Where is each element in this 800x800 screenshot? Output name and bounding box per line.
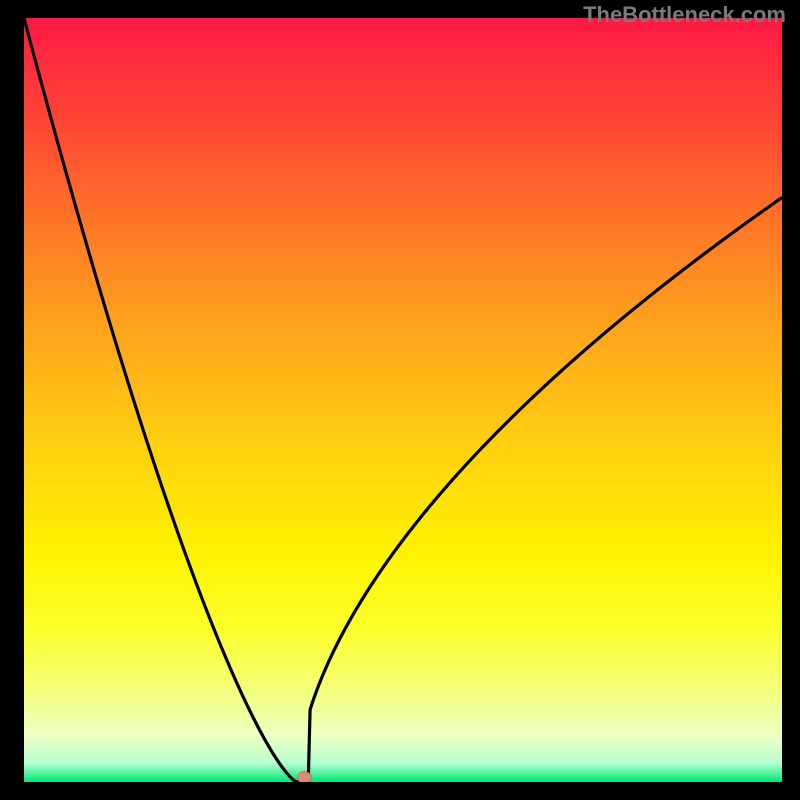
chart-svg xyxy=(0,0,800,800)
watermark-text: TheBottleneck.com xyxy=(583,2,786,28)
frame-right xyxy=(782,0,800,800)
frame-bottom xyxy=(0,782,800,800)
plot-area xyxy=(24,18,782,782)
frame-left xyxy=(0,0,24,800)
optimal-point-marker xyxy=(297,771,311,783)
chart-canvas: TheBottleneck.com xyxy=(0,0,800,800)
